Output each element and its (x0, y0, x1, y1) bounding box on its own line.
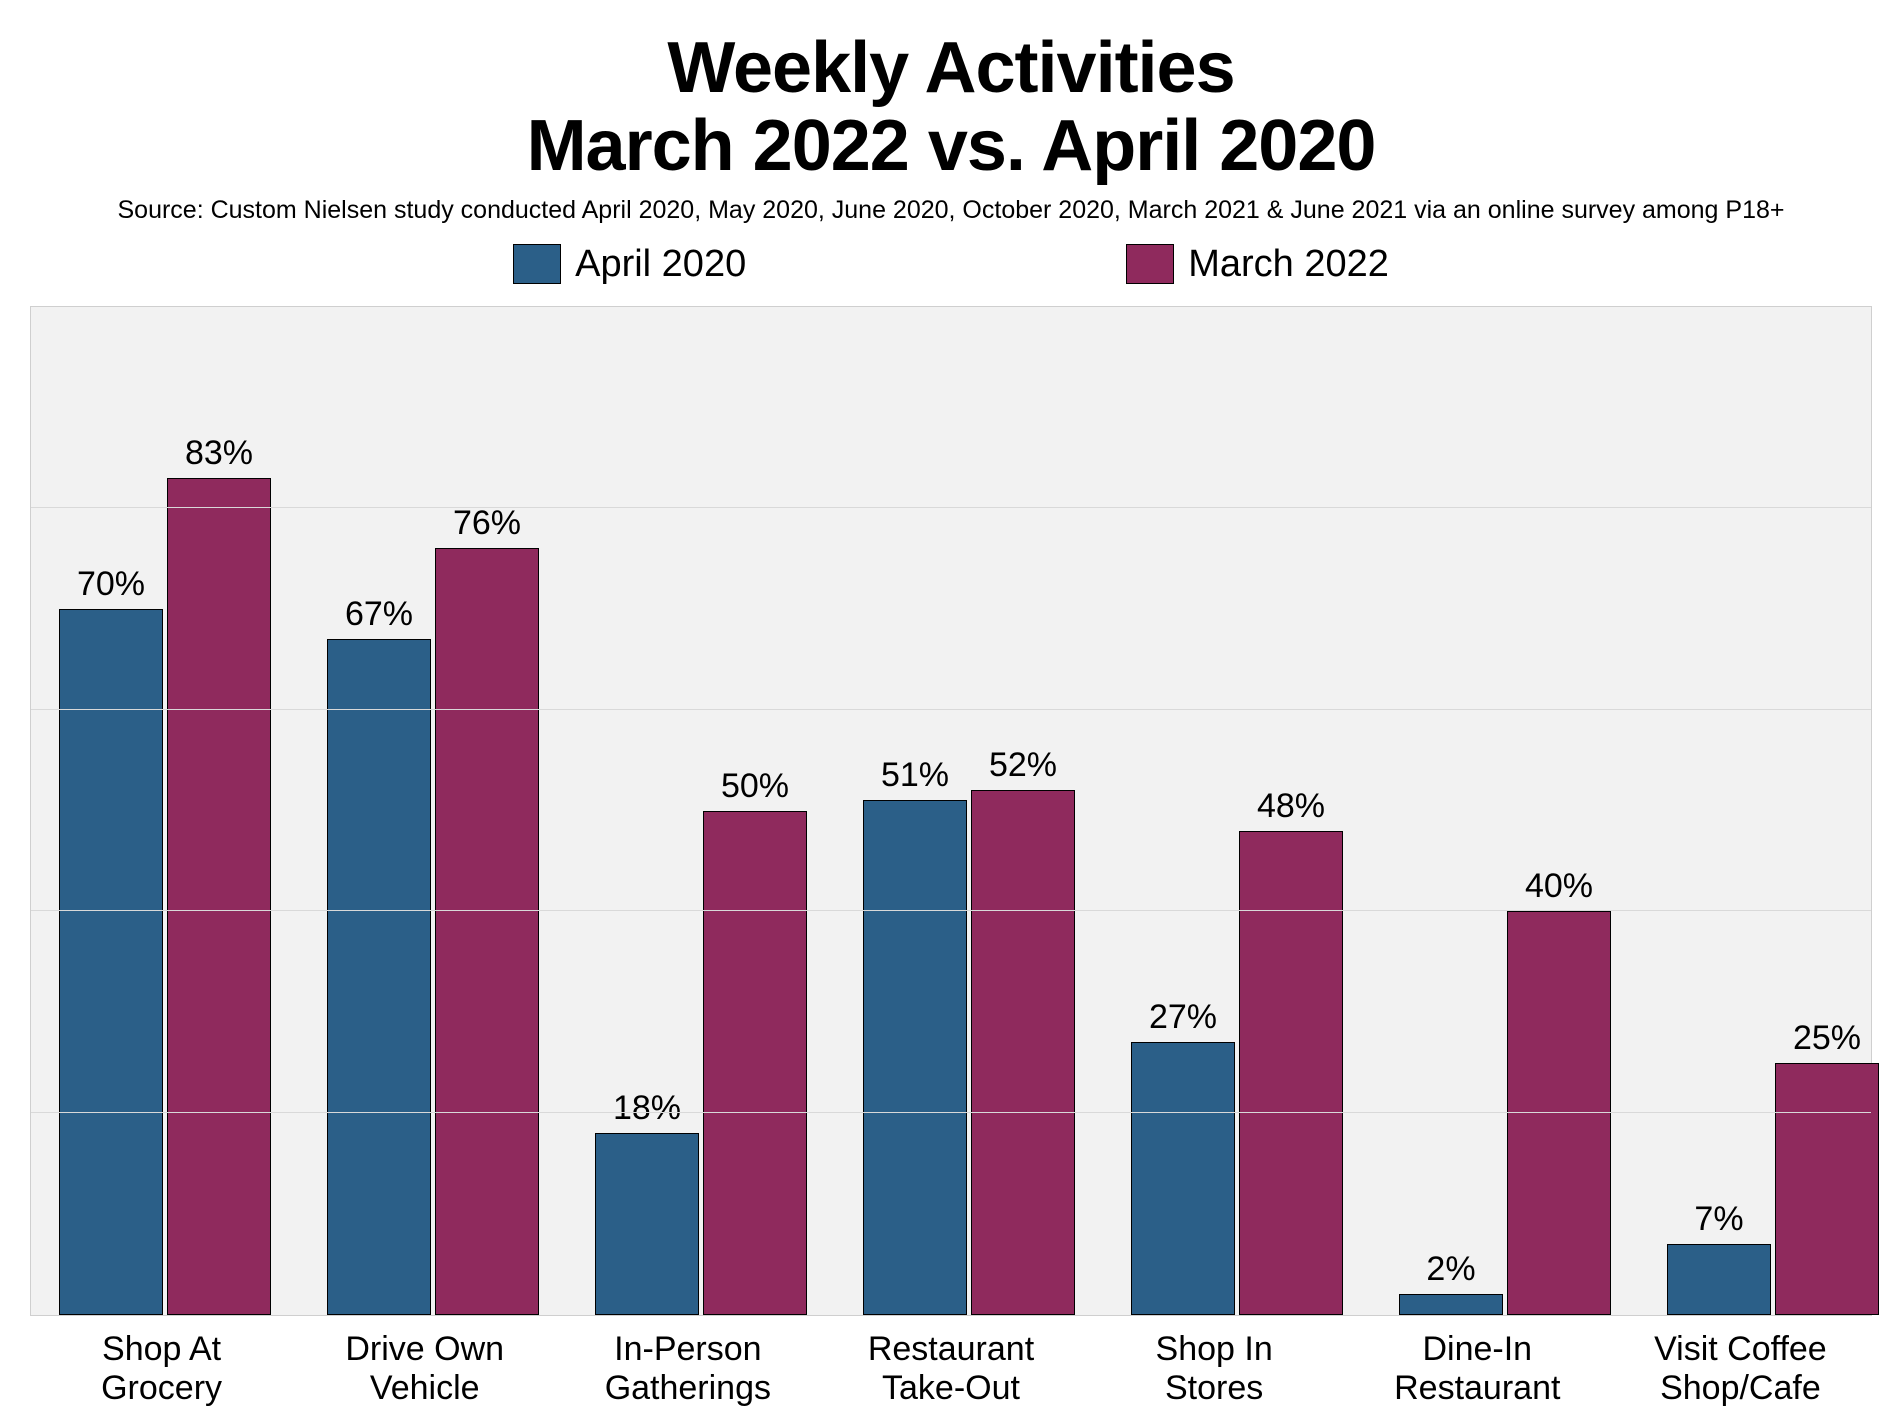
chart-xaxis-label: Drive OwnVehicle (293, 1330, 556, 1408)
chart-source: Source: Custom Nielsen study conducted A… (30, 196, 1872, 225)
chart-bar: 76% (435, 548, 539, 1314)
legend-item-series-1: March 2022 (1126, 243, 1389, 286)
chart-title-line2: March 2022 vs. April 2020 (527, 106, 1376, 186)
chart-title: Weekly Activities March 2022 vs. April 2… (30, 30, 1872, 186)
chart-bar-group: 7%25% (1639, 307, 1902, 1315)
legend-item-series-0: April 2020 (513, 243, 746, 286)
chart-gridline (31, 910, 1871, 911)
chart-bar-group: 67%76% (299, 307, 567, 1315)
chart-xaxis: Shop AtGroceryDrive OwnVehicleIn-PersonG… (30, 1330, 1872, 1408)
legend-swatch-series-0 (513, 244, 561, 284)
chart-bar-value-label: 76% (407, 504, 567, 543)
chart-bar: 67% (327, 639, 431, 1314)
chart-plot-area: 70%83%67%76%18%50%51%52%27%48%2%40%7%25% (30, 306, 1872, 1316)
chart-bar-value-label: 83% (139, 434, 299, 473)
chart-xaxis-label: Shop AtGrocery (30, 1330, 293, 1408)
chart-bar: 25% (1775, 1063, 1879, 1315)
chart-bar: 50% (703, 811, 807, 1315)
chart-xaxis-label: RestaurantTake-Out (819, 1330, 1082, 1408)
chart-xaxis-label: In-PersonGatherings (556, 1330, 819, 1408)
chart-bar-group: 27%48% (1103, 307, 1371, 1315)
chart-title-line1: Weekly Activities (667, 28, 1234, 108)
chart-bar-value-label: 52% (943, 746, 1103, 785)
chart-gridline (31, 507, 1871, 508)
chart-bar: 83% (167, 478, 271, 1315)
chart-bar: 27% (1131, 1042, 1235, 1314)
chart-bar-value-label: 48% (1211, 787, 1371, 826)
legend-label-series-1: March 2022 (1188, 243, 1389, 286)
chart-bar: 18% (595, 1133, 699, 1314)
legend-swatch-series-1 (1126, 244, 1174, 284)
chart-bars-container: 70%83%67%76%18%50%51%52%27%48%2%40%7%25% (31, 307, 1871, 1315)
chart-bar-value-label: 25% (1747, 1019, 1902, 1058)
chart-xaxis-label: Visit CoffeeShop/Cafe (1609, 1330, 1872, 1408)
chart-bar: 51% (863, 800, 967, 1314)
chart-bar: 70% (59, 609, 163, 1315)
chart-xaxis-label: Shop InStores (1083, 1330, 1346, 1408)
chart-bar-value-label: 40% (1479, 867, 1639, 906)
chart-bar-group: 2%40% (1371, 307, 1639, 1315)
chart-bar: 2% (1399, 1294, 1503, 1314)
chart-gridline (31, 709, 1871, 710)
chart-bar-group: 18%50% (567, 307, 835, 1315)
chart-xaxis-label: Dine-InRestaurant (1346, 1330, 1609, 1408)
legend-label-series-0: April 2020 (575, 243, 746, 286)
chart-bar-value-label: 50% (675, 767, 835, 806)
chart-bar: 40% (1507, 911, 1611, 1314)
chart-bar-group: 70%83% (31, 307, 299, 1315)
chart-bar: 7% (1667, 1244, 1771, 1315)
chart-legend: April 2020 March 2022 (30, 243, 1872, 286)
chart-gridline (31, 1112, 1871, 1113)
chart-bar: 52% (971, 790, 1075, 1314)
chart-bar: 48% (1239, 831, 1343, 1315)
chart-bar-group: 51%52% (835, 307, 1103, 1315)
